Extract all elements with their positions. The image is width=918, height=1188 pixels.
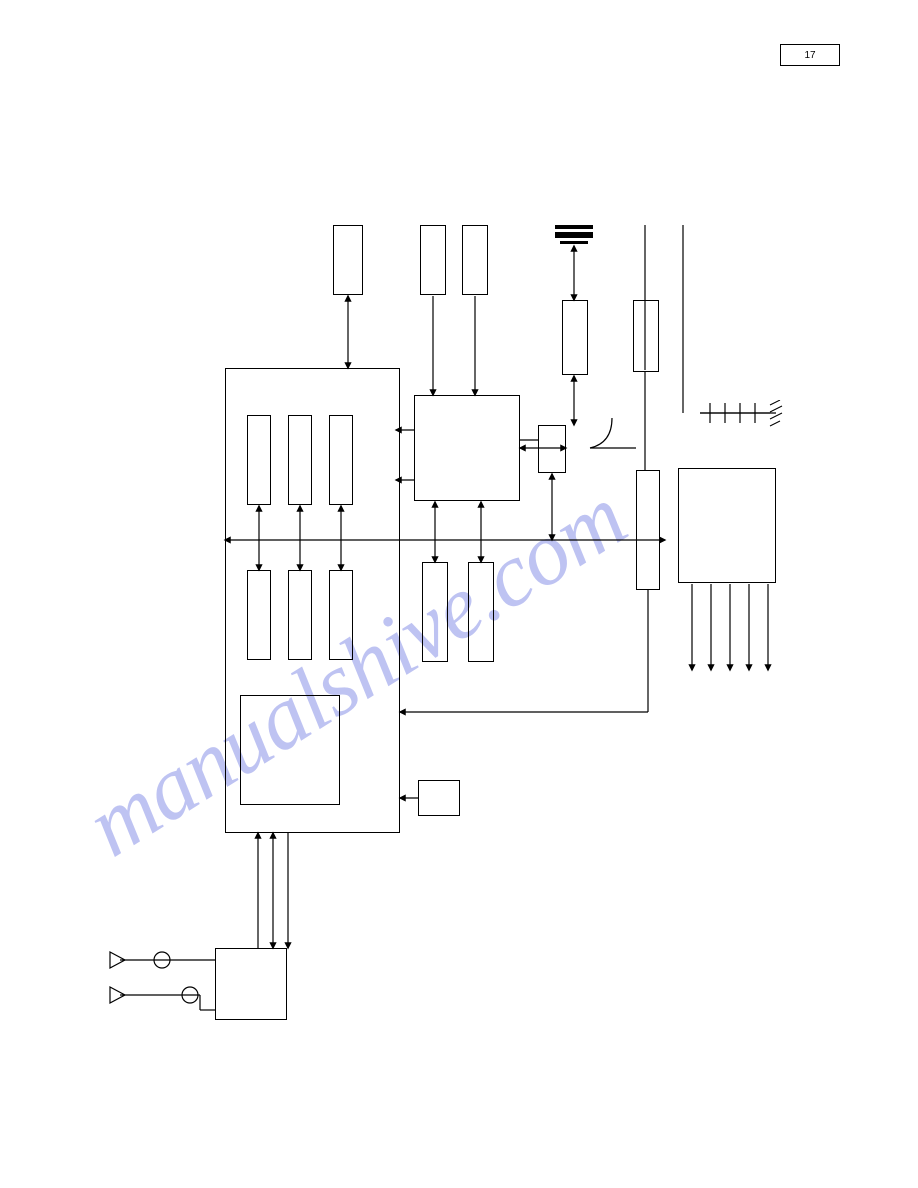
box-interrupt [333,225,363,295]
ground-symbol [700,400,790,435]
box-pch [633,300,659,372]
small-box-right [418,780,460,816]
ubox-1 [247,415,271,505]
right-tall-bar [636,470,660,590]
box-psv [420,225,446,295]
box-data-access [462,225,488,295]
right-deep-box [678,468,776,583]
ea-mux-box [538,425,566,473]
ubox-3 [329,415,353,505]
lbox-4 [422,562,448,662]
prog-mem-box [414,395,520,501]
osc-box [215,948,287,1020]
instr-decode-box [240,695,340,805]
page-number: 17 [780,44,840,66]
diagram-page: 17 manualshive.com [0,0,918,1188]
box-stack-ctrl [562,300,588,375]
bar-top-2 [555,232,593,238]
lbox-3 [329,570,353,660]
lbox-1 [247,570,271,660]
bar-top-1 [555,225,593,229]
lbox-5 [468,562,494,662]
lbox-2 [288,570,312,660]
ubox-2 [288,415,312,505]
bar-top-3 [560,241,588,244]
